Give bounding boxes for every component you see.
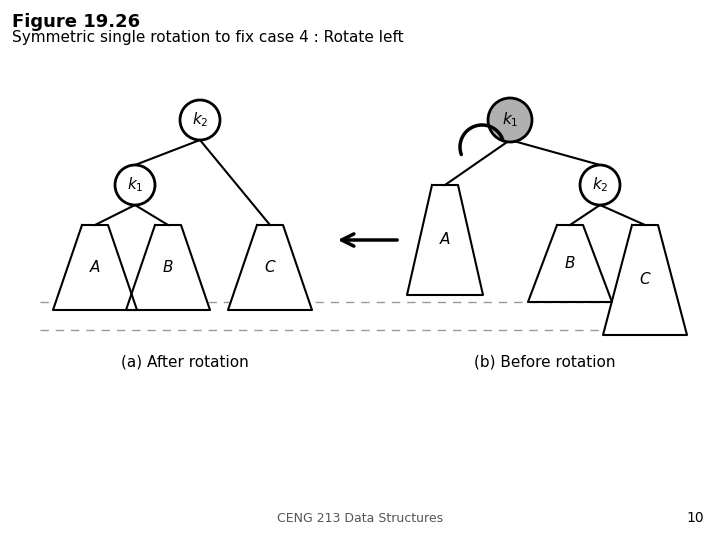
Text: A: A [440,233,450,247]
Polygon shape [126,225,210,310]
Text: C: C [639,273,650,287]
Circle shape [180,100,220,140]
Polygon shape [228,225,312,310]
Text: B: B [163,260,174,275]
Text: (a) After rotation: (a) After rotation [121,354,249,369]
Text: Figure 19.26: Figure 19.26 [12,13,140,31]
Text: $k_1$: $k_1$ [502,111,518,130]
Text: A: A [90,260,100,275]
Text: (b) Before rotation: (b) Before rotation [474,354,616,369]
Polygon shape [528,225,612,302]
Text: B: B [564,256,575,271]
Polygon shape [407,185,483,295]
Polygon shape [53,225,137,310]
Text: C: C [265,260,275,275]
Circle shape [580,165,620,205]
Text: 10: 10 [686,511,704,525]
Polygon shape [603,225,687,335]
Circle shape [115,165,155,205]
Circle shape [488,98,532,142]
Text: $k_2$: $k_2$ [192,111,208,130]
Text: CENG 213 Data Structures: CENG 213 Data Structures [277,511,443,524]
Text: $k_2$: $k_2$ [592,176,608,194]
Text: Symmetric single rotation to fix case 4 : Rotate left: Symmetric single rotation to fix case 4 … [12,30,404,45]
Text: $k_1$: $k_1$ [127,176,143,194]
